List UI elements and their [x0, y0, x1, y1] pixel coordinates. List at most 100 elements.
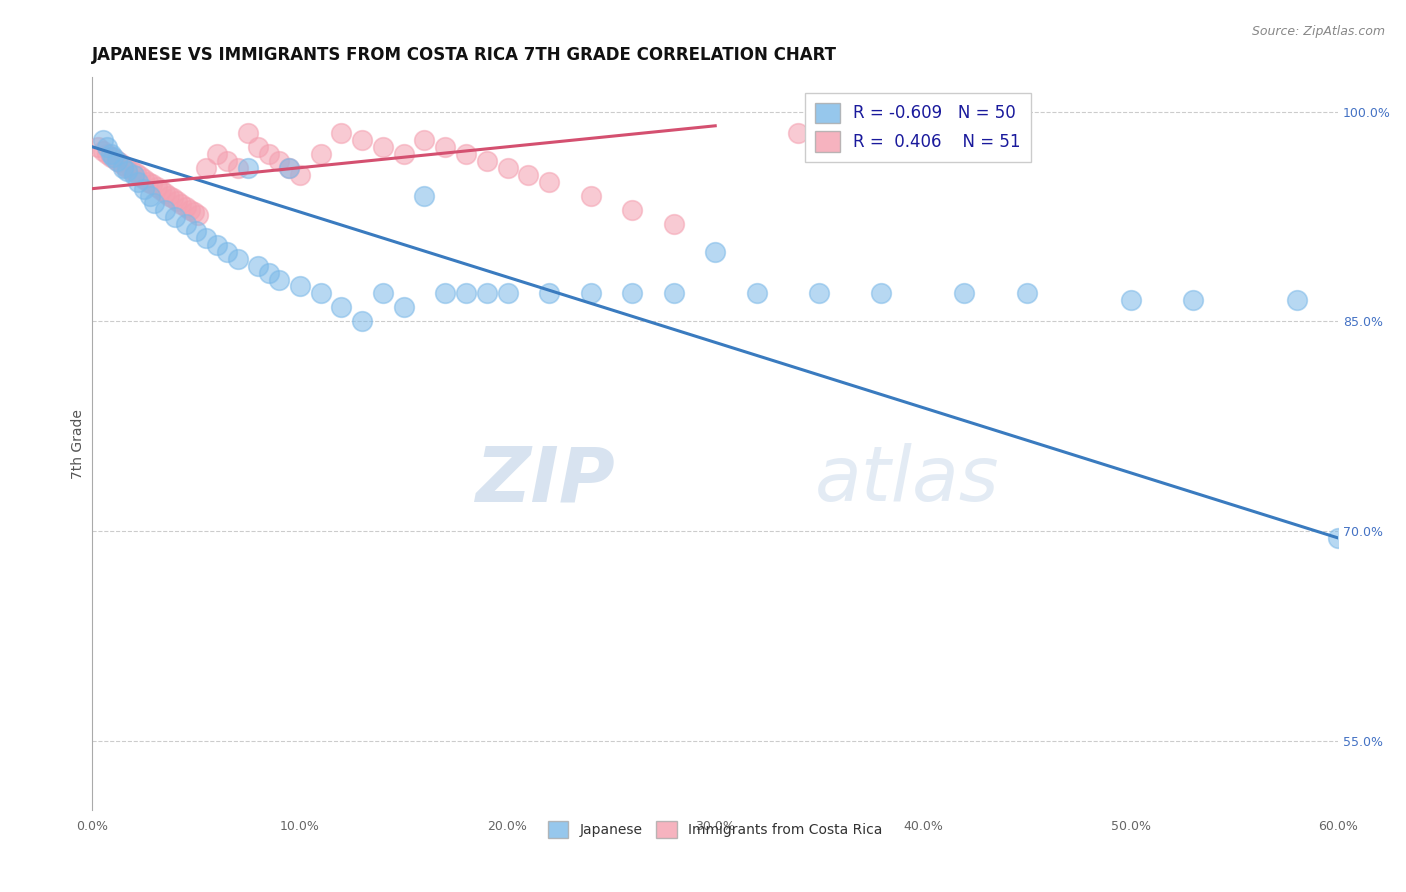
Point — [413, 188, 436, 202]
Point — [127, 175, 149, 189]
Point — [100, 146, 122, 161]
Point — [236, 126, 259, 140]
Point — [257, 146, 280, 161]
Point — [136, 175, 159, 189]
Point — [538, 286, 561, 301]
Text: ZIP: ZIP — [475, 443, 616, 517]
Point — [1181, 293, 1204, 308]
Point — [257, 266, 280, 280]
Point — [704, 244, 727, 259]
Point — [454, 146, 477, 161]
Point — [117, 163, 139, 178]
Point — [371, 140, 394, 154]
Point — [183, 205, 205, 219]
Point — [870, 286, 893, 301]
Text: Source: ZipAtlas.com: Source: ZipAtlas.com — [1251, 25, 1385, 38]
Point — [1285, 293, 1308, 308]
Point — [132, 182, 155, 196]
Point — [129, 169, 152, 183]
Point — [787, 126, 810, 140]
Point — [226, 161, 249, 175]
Point — [309, 146, 332, 161]
Point — [153, 186, 176, 200]
Point — [91, 133, 114, 147]
Point — [195, 230, 218, 244]
Point — [745, 286, 768, 301]
Point — [91, 144, 114, 158]
Point — [105, 153, 128, 168]
Point — [309, 286, 332, 301]
Point — [454, 286, 477, 301]
Point — [117, 161, 139, 175]
Point — [352, 133, 374, 147]
Point — [108, 155, 131, 169]
Point — [205, 237, 228, 252]
Point — [496, 286, 519, 301]
Point — [226, 252, 249, 266]
Point — [195, 161, 218, 175]
Point — [662, 286, 685, 301]
Legend: Japanese, Immigrants from Costa Rica: Japanese, Immigrants from Costa Rica — [543, 816, 889, 844]
Point — [330, 301, 353, 315]
Point — [392, 301, 415, 315]
Point — [121, 163, 143, 178]
Point — [953, 286, 976, 301]
Point — [269, 272, 291, 286]
Point — [157, 188, 180, 202]
Point — [808, 286, 831, 301]
Point — [517, 168, 540, 182]
Point — [162, 191, 184, 205]
Point — [96, 146, 118, 161]
Point — [100, 149, 122, 163]
Point — [174, 200, 197, 214]
Point — [662, 217, 685, 231]
Point — [112, 161, 135, 175]
Point — [170, 197, 193, 211]
Text: atlas: atlas — [815, 443, 1000, 517]
Text: JAPANESE VS IMMIGRANTS FROM COSTA RICA 7TH GRADE CORRELATION CHART: JAPANESE VS IMMIGRANTS FROM COSTA RICA 7… — [93, 46, 837, 64]
Point — [579, 188, 602, 202]
Point — [149, 183, 172, 197]
Point — [217, 153, 239, 168]
Point — [413, 133, 436, 147]
Point — [352, 314, 374, 328]
Point — [538, 175, 561, 189]
Point — [143, 195, 166, 210]
Point — [205, 146, 228, 161]
Point — [122, 168, 145, 182]
Point — [174, 217, 197, 231]
Point — [1119, 293, 1142, 308]
Point — [392, 146, 415, 161]
Point — [247, 140, 270, 154]
Point — [475, 286, 498, 301]
Point — [101, 149, 124, 163]
Point — [96, 140, 118, 154]
Point — [141, 178, 163, 192]
Point — [269, 153, 291, 168]
Point — [247, 259, 270, 273]
Point — [217, 244, 239, 259]
Point — [236, 161, 259, 175]
Point — [179, 202, 201, 217]
Point — [330, 126, 353, 140]
Point — [288, 279, 311, 293]
Point — [496, 161, 519, 175]
Point — [132, 172, 155, 186]
Point — [579, 286, 602, 301]
Point — [621, 202, 644, 217]
Point — [166, 194, 188, 209]
Point — [621, 286, 644, 301]
Point — [153, 202, 176, 217]
Point — [288, 168, 311, 182]
Point — [475, 153, 498, 168]
Point — [434, 286, 457, 301]
Y-axis label: 7th Grade: 7th Grade — [72, 409, 86, 479]
Point — [278, 161, 301, 175]
Point — [145, 180, 167, 194]
Point — [434, 140, 457, 154]
Point — [371, 286, 394, 301]
Point — [187, 208, 209, 222]
Point — [87, 140, 110, 154]
Point — [112, 158, 135, 172]
Point — [184, 224, 207, 238]
